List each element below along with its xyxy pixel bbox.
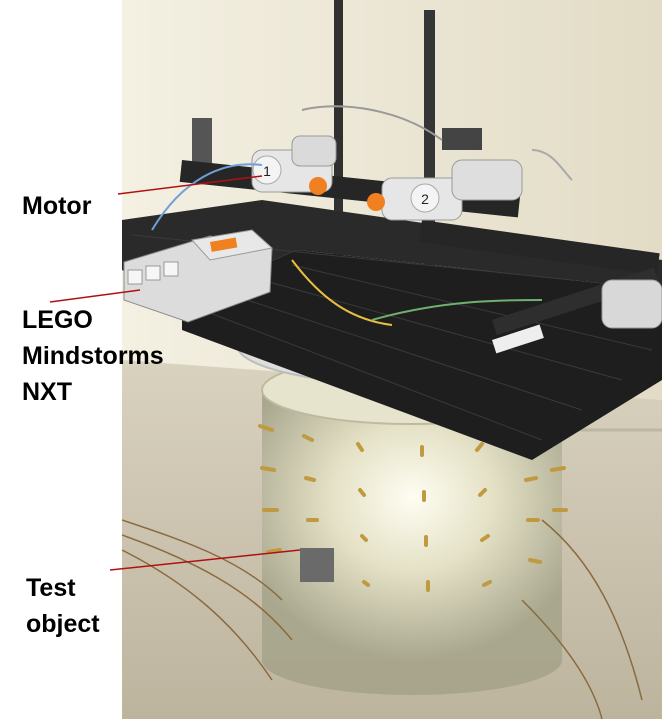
experiment-photo: 1 2 bbox=[122, 0, 662, 719]
nxt-label-line2: Mindstorms bbox=[22, 342, 164, 370]
motor-label: Motor bbox=[22, 188, 91, 224]
motor-label-text: Motor bbox=[22, 192, 92, 220]
test-object bbox=[300, 548, 334, 582]
lego-beam bbox=[418, 220, 660, 276]
lego-motor-icon: 2 bbox=[367, 159, 523, 221]
test-object-label: Test object bbox=[26, 570, 136, 642]
test-label-line2: object bbox=[26, 610, 100, 638]
lego-platform bbox=[182, 250, 662, 460]
nxt-label-line1: LEGO bbox=[22, 306, 93, 334]
test-label-line1: Test bbox=[26, 574, 76, 602]
wall-switch bbox=[192, 118, 212, 170]
motor-number-right: 2 bbox=[421, 191, 429, 207]
lego-motor-icon bbox=[442, 128, 662, 329]
nxt-label-line3: NXT bbox=[22, 378, 72, 406]
motor-number-left: 1 bbox=[263, 163, 271, 179]
nxt-brick-icon bbox=[123, 229, 274, 323]
nxt-label: LEGO Mindstorms NXT bbox=[22, 302, 192, 410]
